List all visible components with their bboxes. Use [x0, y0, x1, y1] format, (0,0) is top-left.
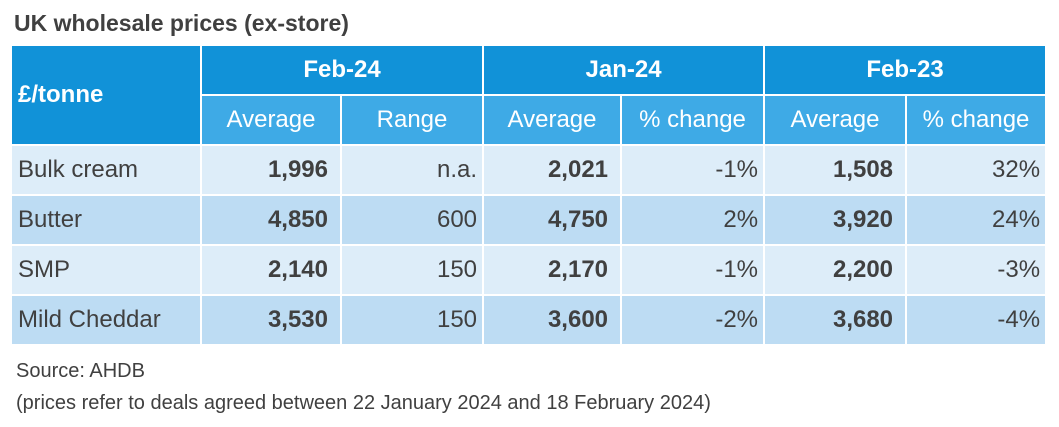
corner-header: £/tonne — [10, 44, 202, 146]
source-note: Source: AHDB — [16, 360, 145, 382]
price-table: £/tonne Feb-24 Jan-24 Feb-23 Average Range Av… — [10, 44, 1048, 346]
cell: -2% — [620, 294, 766, 346]
row-label: Mild Cheddar — [10, 294, 202, 346]
cell: n.a. — [339, 144, 485, 196]
cell: 2,170 — [482, 244, 623, 296]
sub-header: Average — [763, 94, 908, 146]
group-header: Feb-24 — [199, 44, 485, 96]
cell: 2,200 — [763, 244, 908, 296]
cell: -3% — [905, 244, 1048, 296]
table-row: Mild Cheddar 3,530 150 3,600 -2% 3,680 -4% — [10, 294, 1048, 346]
cell: 3,680 — [763, 294, 908, 346]
cell: -4% — [905, 294, 1048, 346]
cell: -1% — [620, 144, 766, 196]
cell: 3,920 — [763, 194, 908, 246]
cell: 150 — [339, 244, 485, 296]
row-label: Butter — [10, 194, 202, 246]
cell: 1,508 — [763, 144, 908, 196]
row-label: Bulk cream — [10, 144, 202, 196]
group-header: Jan-24 — [482, 44, 766, 96]
cell: 32% — [905, 144, 1048, 196]
sub-header: Range — [339, 94, 485, 146]
table-row: SMP 2,140 150 2,170 -1% 2,200 -3% — [10, 244, 1048, 296]
table-row: Bulk cream 1,996 n.a. 2,021 -1% 1,508 32% — [10, 144, 1048, 196]
table-row: Butter 4,850 600 4,750 2% 3,920 24% — [10, 194, 1048, 246]
cell: 3,600 — [482, 294, 623, 346]
row-label: SMP — [10, 244, 202, 296]
cell: 1,996 — [200, 144, 342, 196]
cell: 2,021 — [482, 144, 623, 196]
cell: 2% — [620, 194, 766, 246]
cell: 150 — [339, 294, 485, 346]
cell: 4,750 — [482, 194, 623, 246]
cell: 4,850 — [200, 194, 342, 246]
title: UK wholesale prices (ex-store) — [14, 10, 349, 36]
cell: 24% — [905, 194, 1048, 246]
sub-header: Average — [200, 94, 342, 146]
cell: 2,140 — [200, 244, 342, 296]
date-note: (prices refer to deals agreed between 22… — [16, 392, 711, 414]
cell: 600 — [339, 194, 485, 246]
sub-header: % change — [620, 94, 766, 146]
sub-header: % change — [905, 94, 1048, 146]
group-header: Feb-23 — [763, 44, 1048, 96]
cell: 3,530 — [200, 294, 342, 346]
sub-header: Average — [482, 94, 623, 146]
cell: -1% — [620, 244, 766, 296]
